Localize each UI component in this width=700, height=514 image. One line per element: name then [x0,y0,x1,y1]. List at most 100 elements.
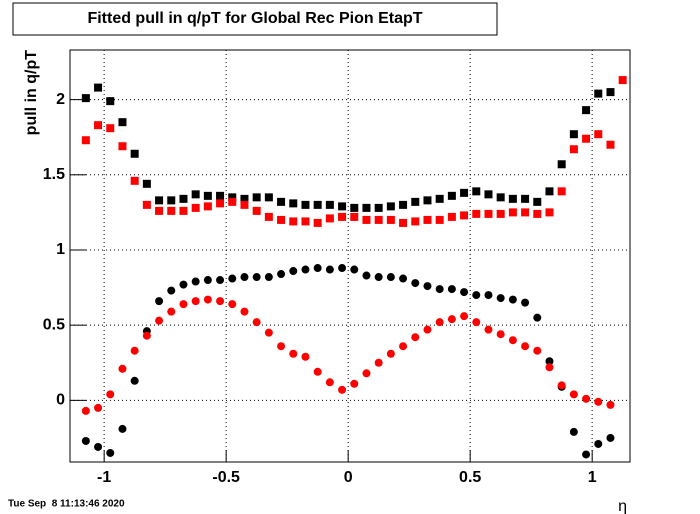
marker [228,274,237,283]
marker [81,406,90,415]
marker [130,376,139,385]
marker [130,149,139,158]
marker [277,197,286,206]
marker [240,200,249,209]
marker [338,385,347,394]
marker [264,193,273,202]
x-tick-label: -1 [97,469,111,486]
marker [472,291,481,300]
marker [606,140,615,149]
x-axis-label: η [618,498,627,514]
marker [179,280,188,289]
marker [362,369,371,378]
marker [94,121,103,130]
marker [484,291,493,300]
y-tick-label: 0.5 [43,316,65,333]
marker [203,191,212,200]
marker [313,200,322,209]
marker [155,316,164,325]
marker [106,390,115,399]
marker [569,130,578,139]
marker [106,124,115,133]
x-tick-label: -0.5 [212,469,240,486]
marker [289,217,298,226]
marker [216,191,225,200]
marker [179,300,188,309]
title-box [12,2,498,36]
marker [582,394,591,403]
marker [447,191,456,200]
x-tick-label: 0.5 [459,469,481,486]
marker [81,436,90,445]
chart-title: Fitted pull in q/pT for Global Rec Pion … [87,10,422,27]
marker [423,215,432,224]
marker [569,145,578,154]
marker [130,176,139,185]
marker [569,390,578,399]
marker [191,297,200,306]
marker [216,199,225,208]
y-tick-label: 1.5 [43,166,65,183]
marker [155,297,164,306]
marker [155,196,164,205]
marker [203,202,212,211]
marker [399,218,408,227]
marker [118,118,127,127]
marker [325,265,334,274]
marker [301,265,310,274]
marker [582,106,591,115]
marker [179,206,188,215]
marker [606,88,615,97]
marker [423,325,432,334]
marker [472,187,481,196]
y-tick-label: 1 [56,241,65,258]
marker [411,333,420,342]
marker [301,217,310,226]
marker [423,282,432,291]
marker [264,273,273,282]
marker [118,364,127,373]
marker [399,200,408,209]
marker [460,288,469,297]
marker [460,312,469,321]
marker [606,433,615,442]
marker [594,397,603,406]
marker [496,193,505,202]
marker [94,403,103,412]
marker [81,136,90,145]
marker [508,208,517,217]
marker [325,200,334,209]
marker [94,83,103,92]
marker [277,342,286,351]
marker [106,97,115,106]
marker [252,273,261,282]
marker [313,367,322,376]
marker [582,134,591,143]
marker [582,450,591,459]
marker [313,218,322,227]
marker [142,179,151,188]
timestamp: Tue Sep 8 11:13:46 2020 [8,499,125,510]
marker [447,285,456,294]
marker [386,349,395,358]
marker [313,264,322,273]
marker [533,209,542,218]
x-tick-label: 1 [588,469,597,486]
marker [289,349,298,358]
marker [399,342,408,351]
marker [350,379,359,388]
marker [386,202,395,211]
marker [228,300,237,309]
marker [203,276,212,285]
marker [435,318,444,327]
marker [130,346,139,355]
marker [521,298,530,307]
marker [374,273,383,282]
marker [240,194,249,203]
marker [496,209,505,218]
marker [350,265,359,274]
marker [203,295,212,304]
marker [606,400,615,409]
marker [557,381,566,390]
